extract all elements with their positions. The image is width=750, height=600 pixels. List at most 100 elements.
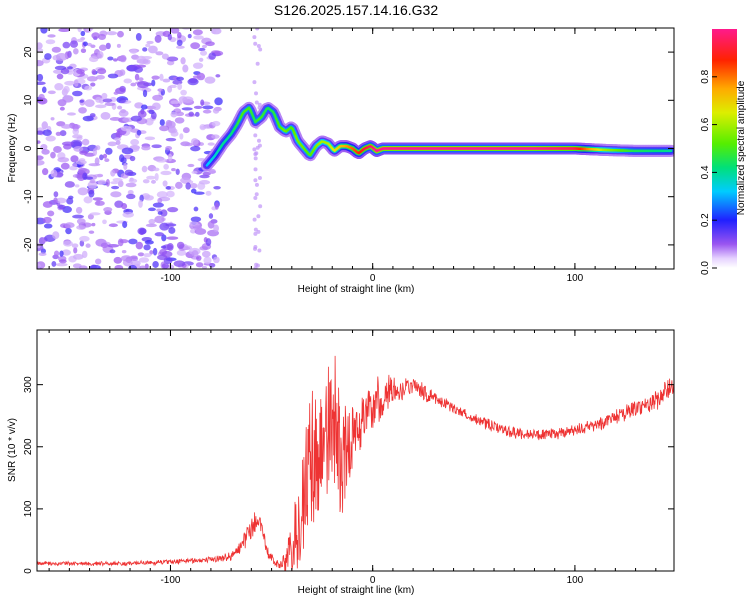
snr-frame bbox=[36, 329, 675, 572]
y-tick-label: 0 bbox=[23, 145, 34, 151]
heatmap-noise-blob bbox=[119, 54, 127, 63]
heatmap-noise-blob bbox=[162, 180, 168, 187]
heatmap-noise-blob bbox=[202, 171, 211, 176]
heatmap-noise-blob bbox=[175, 45, 185, 49]
heatmap-noise-blob bbox=[170, 28, 180, 34]
heatmap-noise-blob bbox=[193, 191, 205, 195]
heatmap-noise-blob bbox=[252, 217, 257, 222]
heatmap-noise-blob bbox=[193, 35, 204, 40]
y-tick-label: 100 bbox=[23, 500, 34, 517]
heatmap-noise-blob bbox=[53, 197, 58, 204]
heatmap-noise-blob bbox=[94, 258, 102, 265]
heatmap-noise-blob bbox=[148, 207, 156, 212]
heatmap-noise-blob bbox=[257, 176, 262, 181]
heatmap-noise-blob bbox=[121, 147, 134, 155]
heatmap-noise-blob bbox=[57, 157, 70, 163]
heatmap-noise-blob bbox=[51, 261, 57, 267]
heatmap-noise-blob bbox=[255, 28, 260, 31]
colorbar-tick-label: 0.2 bbox=[700, 213, 711, 227]
heatmap-noise-blob bbox=[89, 179, 96, 184]
colorbar-tick-label: 0.6 bbox=[700, 117, 711, 131]
heatmap-noise-blob bbox=[176, 249, 187, 256]
heatmap-noise-blob bbox=[77, 187, 89, 196]
heatmap-noise-blob bbox=[50, 117, 55, 121]
heatmap-noise-blob bbox=[72, 253, 84, 260]
heatmap-noise-blob bbox=[41, 86, 47, 93]
heatmap-noise-blob bbox=[137, 252, 145, 257]
heatmap-noise-blob bbox=[144, 240, 154, 245]
heatmap-noise-blob bbox=[204, 76, 216, 84]
heatmap-noise-blob bbox=[180, 89, 187, 96]
heatmap-noise-blob bbox=[83, 176, 94, 180]
heatmap-noise-blob bbox=[92, 148, 98, 156]
heatmap-noise-blob bbox=[53, 146, 62, 153]
heatmap-noise-blob bbox=[148, 109, 155, 115]
heatmap-noise-blob bbox=[112, 58, 118, 62]
heatmap-noise-blob bbox=[58, 259, 67, 264]
heatmap-noise-blob bbox=[62, 95, 74, 103]
heatmap-noise-blob bbox=[76, 218, 86, 225]
heatmap-noise-blob bbox=[71, 243, 79, 249]
heatmap-noise-blob bbox=[41, 148, 50, 155]
heatmap-noise-blob bbox=[80, 48, 87, 54]
heatmap-noise-blob bbox=[47, 210, 55, 217]
heatmap-noise-blob bbox=[153, 167, 160, 172]
heatmap-noise-blob bbox=[166, 56, 179, 62]
heatmap-noise-blob bbox=[95, 104, 107, 109]
heatmap-noise-blob bbox=[174, 117, 185, 124]
x-tick-label: 0 bbox=[370, 575, 376, 586]
heatmap-noise-blob bbox=[120, 109, 127, 114]
heatmap-noise-blob bbox=[147, 45, 158, 54]
heatmap-noise-blob bbox=[142, 47, 148, 52]
snr-x-label: Height of straight line (km) bbox=[298, 585, 415, 596]
heatmap-noise-blob bbox=[85, 243, 91, 248]
heatmap-noise-blob bbox=[202, 109, 212, 114]
heatmap-noise-blob bbox=[254, 182, 259, 187]
heatmap-noise-blob bbox=[45, 135, 56, 142]
heatmap-noise-blob bbox=[130, 82, 137, 87]
heatmap-noise-blob bbox=[102, 153, 108, 159]
heatmap-noise-blob bbox=[59, 250, 64, 257]
heatmap-noise-blob bbox=[137, 227, 147, 235]
heatmap-noise-blob bbox=[128, 178, 138, 184]
heatmap-noise-blob bbox=[111, 185, 120, 190]
heatmap-noise-blob bbox=[89, 264, 101, 269]
heatmap-noise-blob bbox=[256, 138, 261, 143]
x-tick-label: -100 bbox=[160, 575, 180, 586]
heatmap-noise-blob bbox=[59, 130, 67, 137]
heatmap-noise-blob bbox=[119, 69, 126, 76]
heatmap-noise-blob bbox=[193, 105, 203, 110]
heatmap-noise-blob bbox=[82, 115, 94, 122]
heatmap-noise-blob bbox=[37, 130, 44, 135]
heatmap-noise-blob bbox=[254, 151, 259, 156]
heatmap-noise-blob bbox=[192, 75, 202, 79]
heatmap-noise-blob bbox=[141, 145, 151, 151]
heatmap-noise-blob bbox=[192, 29, 203, 36]
heatmap-noise-blob bbox=[64, 222, 75, 229]
heatmap-noise-blob bbox=[83, 196, 93, 204]
heatmap-noise-blob bbox=[189, 221, 198, 225]
heatmap-noise-blob bbox=[190, 216, 202, 223]
heatmap-noise-blob bbox=[72, 90, 83, 97]
heatmap-noise-blob bbox=[255, 61, 260, 66]
heatmap-noise-blob bbox=[76, 225, 86, 230]
heatmap-noise-blob bbox=[116, 43, 121, 48]
heatmap-noise-blob bbox=[117, 180, 124, 188]
heatmap-noise-blob bbox=[201, 44, 207, 49]
heatmap-noise-blob bbox=[256, 229, 261, 234]
heatmap-noise-blob bbox=[253, 231, 258, 236]
heatmap-noise-blob bbox=[161, 234, 167, 242]
heatmap-noise-blob bbox=[177, 31, 182, 39]
heatmap-noise-blob bbox=[146, 175, 156, 180]
spectrogram-heatmap bbox=[37, 28, 674, 269]
heatmap-noise-blob bbox=[64, 181, 75, 188]
heatmap-noise-blob bbox=[58, 204, 66, 210]
snr-ticks: -100 0 100 0 100 200 300 bbox=[23, 330, 674, 586]
heatmap-noise-blob bbox=[37, 59, 44, 67]
heatmap-noise-blob bbox=[198, 57, 204, 62]
heatmap-noise-blob bbox=[253, 227, 258, 232]
heatmap-noise-blob bbox=[73, 247, 78, 254]
heatmap-noise-blob bbox=[103, 207, 113, 213]
heatmap-noise-blob bbox=[79, 150, 88, 155]
